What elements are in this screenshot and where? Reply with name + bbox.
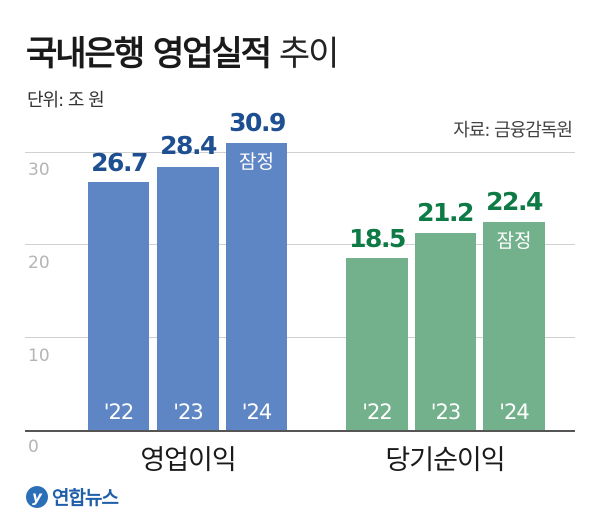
bar-operating-2022: '22 [88, 182, 149, 430]
bar-operating-2024: 잠정 '24 [226, 143, 287, 430]
value-label: 30.9 [229, 108, 286, 137]
yonhap-logo: y 연합뉴스 [26, 483, 119, 510]
unit-label: 단위: 조 원 [27, 90, 105, 111]
gridline-20 [25, 244, 575, 245]
provisional-note: 잠정 [239, 151, 274, 173]
source-label: 자료: 금융감독원 [453, 120, 573, 141]
bar-year-label: '23 [173, 400, 204, 424]
bar-net-2023: '23 [415, 233, 476, 430]
bar-year-label: '22 [362, 400, 393, 424]
title-main: 국내은행 영업실적 [26, 34, 272, 74]
value-label: 21.2 [417, 198, 474, 227]
ytick-10: 10 [28, 346, 50, 366]
bar-year-label: '24 [499, 400, 530, 424]
value-label: 22.4 [486, 187, 543, 216]
gridline-30 [25, 152, 575, 153]
ytick-30: 30 [28, 160, 50, 180]
group-label-operating: 영업이익 [140, 445, 236, 476]
baseline-axis [25, 430, 575, 432]
bar-operating-2023: '23 [157, 167, 219, 430]
value-label: 26.7 [91, 148, 148, 177]
chart-title: 국내은행 영업실적 추이 [26, 26, 340, 75]
ytick-0: 0 [28, 437, 39, 457]
bar-net-2022: '22 [346, 258, 408, 430]
group-label-net-income: 당기순이익 [385, 445, 505, 476]
value-label: 28.4 [160, 131, 217, 160]
bar-net-2024: 잠정 '24 [483, 222, 545, 430]
provisional-note: 잠정 [496, 230, 532, 252]
ytick-20: 20 [28, 253, 50, 273]
gridline-10 [25, 337, 575, 338]
value-label: 18.5 [349, 224, 406, 253]
yonhap-logo-icon: y [26, 485, 48, 508]
bar-year-label: '22 [103, 400, 135, 424]
bar-year-label: '24 [241, 400, 273, 424]
title-suffix: 추이 [278, 34, 340, 74]
bar-year-label: '23 [430, 400, 462, 424]
yonhap-logo-text: 연합뉴스 [52, 487, 119, 509]
